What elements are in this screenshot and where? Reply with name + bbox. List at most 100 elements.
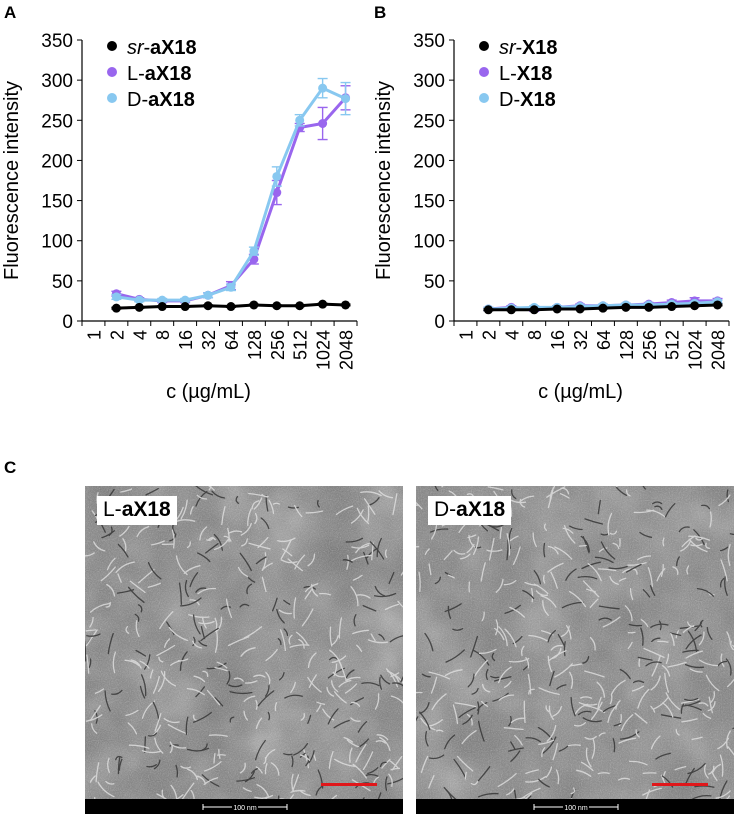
fibril bbox=[264, 749, 276, 760]
fibril bbox=[473, 659, 488, 678]
chart-b-y-tick-label: 100 bbox=[413, 232, 445, 253]
fibril bbox=[570, 787, 576, 795]
fibril bbox=[196, 552, 211, 563]
fibril bbox=[471, 687, 479, 695]
fibril bbox=[298, 638, 305, 649]
fibril bbox=[199, 526, 208, 541]
fibril bbox=[627, 641, 633, 650]
chart-a-data-point bbox=[295, 115, 305, 125]
chart-b-legend-marker bbox=[479, 41, 489, 51]
fibril bbox=[718, 494, 731, 507]
fibril bbox=[208, 486, 215, 491]
fibril bbox=[682, 625, 695, 634]
fibril bbox=[379, 676, 383, 690]
fibril bbox=[137, 604, 143, 613]
fibril bbox=[732, 644, 734, 648]
fibril bbox=[541, 736, 557, 755]
fibril bbox=[366, 548, 378, 559]
fibril bbox=[331, 794, 338, 800]
chart-a-x-tick-label: 1 bbox=[84, 330, 104, 340]
fibril bbox=[186, 747, 210, 752]
chart-b-x-tick-label: 2 bbox=[479, 330, 499, 340]
fibril bbox=[225, 598, 233, 619]
fibril bbox=[145, 487, 159, 496]
fibril bbox=[239, 603, 250, 608]
fibril bbox=[685, 634, 702, 650]
chart-a-y-tick-label: 200 bbox=[41, 151, 73, 172]
fibril bbox=[357, 721, 368, 733]
fibril bbox=[582, 717, 602, 723]
fibril bbox=[480, 562, 486, 582]
fibril bbox=[613, 722, 622, 727]
fibril bbox=[488, 524, 504, 528]
fibril bbox=[188, 614, 210, 618]
fibril bbox=[400, 676, 403, 683]
fibril bbox=[400, 571, 403, 576]
fibril bbox=[521, 787, 541, 799]
fibril bbox=[202, 617, 207, 629]
fibril bbox=[444, 669, 463, 677]
fibril bbox=[334, 758, 357, 767]
fibril bbox=[651, 637, 661, 643]
fibril bbox=[490, 675, 500, 679]
fibril bbox=[596, 681, 606, 698]
fibril bbox=[542, 574, 546, 584]
chart-a-series-0 bbox=[111, 299, 351, 313]
fibril bbox=[175, 764, 179, 778]
fibril bbox=[487, 486, 504, 491]
micrograph-l-image bbox=[85, 486, 403, 814]
fibril bbox=[338, 679, 352, 688]
fibril bbox=[100, 566, 116, 582]
fibril bbox=[385, 668, 399, 688]
fibril bbox=[576, 769, 592, 777]
chart-b-x-tick-label: 256 bbox=[640, 330, 660, 360]
fibril bbox=[118, 758, 123, 771]
chart-a-data-point bbox=[180, 302, 190, 312]
chart-a-series-1 bbox=[111, 85, 351, 306]
fibril bbox=[153, 759, 161, 770]
chart-b-data-point bbox=[644, 302, 654, 312]
fibril bbox=[128, 744, 150, 749]
fibril bbox=[223, 535, 232, 542]
fibril bbox=[346, 739, 360, 748]
fibril bbox=[280, 559, 298, 564]
fibril bbox=[381, 758, 391, 769]
fibril bbox=[584, 670, 605, 678]
fibril bbox=[305, 510, 324, 514]
fibril bbox=[509, 535, 519, 542]
fibril bbox=[445, 649, 465, 663]
fibril bbox=[459, 553, 471, 560]
chart-b-y-tick-label: 300 bbox=[413, 71, 445, 92]
fibril bbox=[541, 747, 546, 758]
fibril bbox=[342, 559, 353, 563]
fibril bbox=[589, 598, 599, 608]
fibril bbox=[261, 562, 273, 571]
fibril bbox=[719, 577, 725, 588]
fibril bbox=[719, 546, 729, 552]
fibril bbox=[345, 537, 364, 543]
fibril bbox=[95, 762, 100, 783]
fibril bbox=[477, 792, 499, 798]
fibril bbox=[345, 676, 361, 682]
fibril bbox=[208, 486, 212, 491]
chart-a-x-tick-label: 4 bbox=[130, 330, 150, 340]
fibril bbox=[328, 751, 334, 769]
fibril bbox=[552, 743, 558, 761]
fibril bbox=[687, 763, 706, 775]
fibril bbox=[365, 774, 379, 777]
fibril bbox=[543, 542, 546, 558]
fibril bbox=[333, 663, 338, 677]
fibril bbox=[373, 592, 397, 598]
fibril bbox=[304, 583, 319, 593]
fibril bbox=[135, 619, 140, 638]
fibril bbox=[720, 653, 725, 667]
fibril bbox=[443, 550, 453, 561]
fibril bbox=[416, 691, 423, 694]
fibril bbox=[301, 608, 314, 627]
fibril bbox=[428, 563, 432, 576]
fibril bbox=[591, 739, 596, 759]
fibril bbox=[307, 676, 322, 693]
fibril bbox=[458, 707, 476, 719]
chart-b-x-tick-label: 2048 bbox=[709, 330, 729, 370]
fibril bbox=[493, 676, 512, 682]
